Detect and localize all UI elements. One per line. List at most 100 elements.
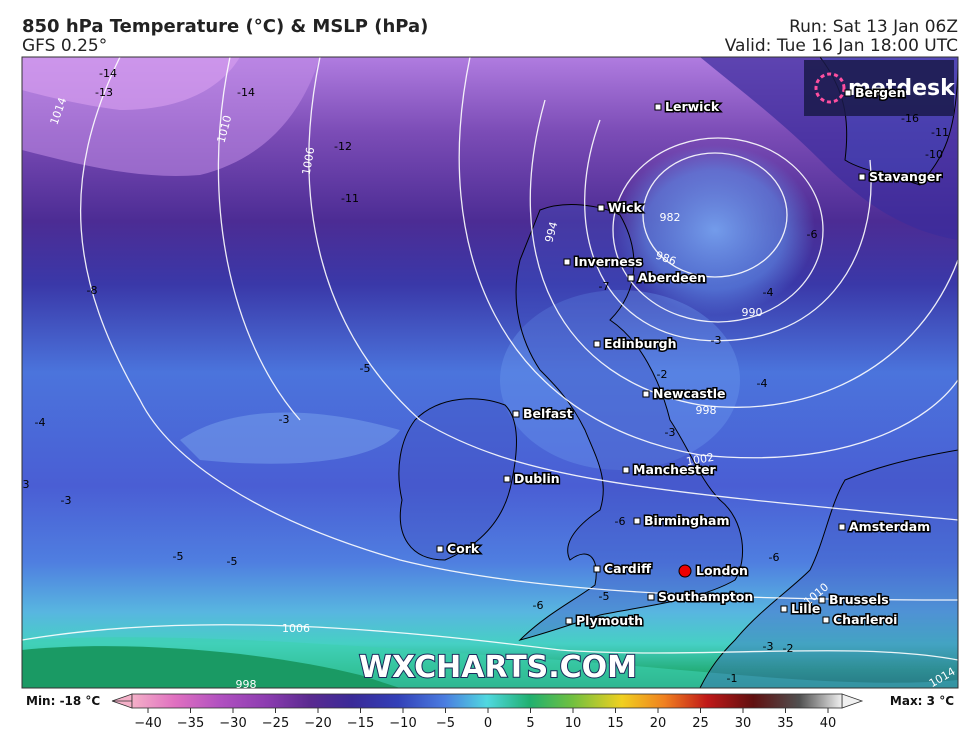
isotherm-label: -11 [341,192,359,205]
city-marker [593,565,601,573]
isotherm-label: -14 [237,86,255,99]
colorbar-arrow-left [111,693,133,709]
city-label: London [696,563,748,578]
city-label: Stavanger [869,169,942,184]
colorbar-arrow-right [841,693,864,709]
colorbar-tick-label: −25 [262,716,289,731]
isobars [22,57,958,661]
run: Run: Sat 13 Jan 06Z [789,17,958,37]
isotherm-label: 3 [23,478,30,491]
city-marker [597,204,605,212]
city-label: Amsterdam [849,519,930,534]
colorbar-tick-label: −10 [389,716,416,731]
isotherm-label: -8 [87,284,98,297]
isotherm-label: -6 [533,599,544,612]
colorbar-tick-label: −5 [436,716,455,731]
isotherm-label: -4 [35,416,46,429]
isotherm-label: -5 [599,590,610,603]
isotherm-label: -5 [227,555,238,568]
colorbar-tick-label: −30 [219,716,246,731]
isotherm-label: -12 [334,140,352,153]
city-label: Dublin [514,471,560,486]
colorbar [131,693,843,709]
colorbar-tick-label: 5 [526,716,534,731]
continent [699,449,958,688]
logo: metdesk [804,60,956,116]
colorbar-tick-label: −40 [134,716,161,731]
city-marker [627,274,635,282]
map-frame [21,56,959,689]
city-marker [563,258,571,266]
isotherm-label: -5 [360,362,371,375]
colorbar-tick-label: −20 [304,716,331,731]
isotherm-label: -2 [657,368,668,381]
isotherm-label: -14 [99,67,117,80]
city-marker [822,616,830,624]
city-label: Edinburgh [604,336,677,351]
colorbar-tick-label: 10 [565,716,582,731]
city-label: Aberdeen [638,270,706,285]
logo-box [804,60,954,116]
isobar-label: 1006 [300,146,318,176]
max-label: Max: 3 °C [890,694,954,708]
logo-text: metdesk [848,76,956,101]
isotherm-label: -3 [665,426,676,439]
warm-core [22,646,400,688]
isotherm-label: -1 [727,672,738,685]
city-label: Charleroi [833,612,897,627]
ireland [398,398,517,561]
isotherm-label: -13 [95,86,113,99]
city-marker [593,340,601,348]
isotherm-label: -4 [757,377,768,390]
city-label: Lille [791,601,820,616]
colorbar-tick-label: 35 [777,716,794,731]
city-label: Brussels [829,592,889,607]
city-label: Belfast [523,406,573,421]
city-label: Southampton [658,589,753,604]
city-label: Wick [608,200,642,215]
city-marker [503,475,511,483]
isobar-label: 1006 [282,622,310,635]
isotherm-label: -16 [901,112,919,125]
city-marker [642,390,650,398]
city-label: Cork [447,541,480,556]
valid: Valid: Tue 16 Jan 18:00 UTC [725,36,958,56]
isotherm-label: -11 [931,126,949,139]
isotherm-label: -6 [807,228,818,241]
isobar-label: 994 [542,220,560,244]
colorbar-tick-label: 40 [820,716,837,731]
colorbar-tick-label: −35 [177,716,204,731]
min-label: Min: -18 °C [26,694,100,708]
isobar-label: 998 [236,678,257,691]
colorbar-tick-label: 15 [607,716,624,731]
title: 850 hPa Temperature (°C) & MSLP (hPa) [22,16,428,37]
great-britain [515,204,744,641]
colorbar-tick-label: 20 [650,716,667,731]
isotherm-label: -3 [279,413,290,426]
mild-area [500,290,740,470]
watermark: WXCHARTS.COM [359,650,637,685]
city-marker [780,605,788,613]
city-marker [818,596,826,604]
colorbar-tick-label: −15 [347,716,374,731]
colorbar-tick-label: 30 [735,716,752,731]
city-label: Birmingham [644,513,730,528]
city-marker [622,466,630,474]
isotherm-label: -10 [925,148,943,161]
mild-band [180,412,400,464]
city-marker [436,545,444,553]
isotherm-label: -2 [783,642,794,655]
city-marker [844,89,852,97]
low-pressure-area [615,145,815,315]
city-label: Bergen [855,85,906,100]
colorbar-tick-label: 25 [692,716,709,731]
isotherm-label: -7 [599,280,610,293]
city-marker [858,173,866,181]
city-marker [838,523,846,531]
city-label: Manchester [633,462,716,477]
isotherm-label: -5 [173,550,184,563]
isotherm-label: -3 [763,640,774,653]
city-marker [565,617,573,625]
logo-icon [814,72,846,104]
model: GFS 0.25° [22,36,107,56]
